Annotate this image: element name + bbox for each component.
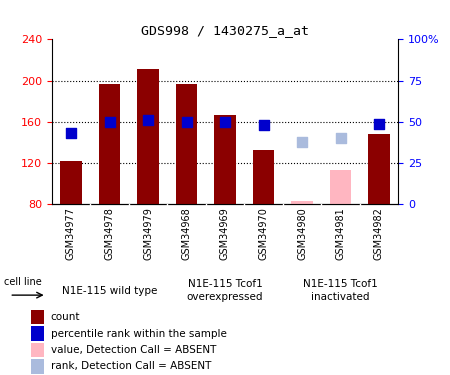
Bar bbox=[137, 69, 158, 204]
Bar bbox=[176, 84, 197, 204]
Title: GDS998 / 1430275_a_at: GDS998 / 1430275_a_at bbox=[141, 24, 309, 37]
Bar bbox=[31, 359, 44, 374]
Bar bbox=[330, 170, 351, 204]
Text: GSM34977: GSM34977 bbox=[66, 207, 76, 260]
Text: GSM34978: GSM34978 bbox=[104, 207, 114, 260]
Bar bbox=[253, 150, 274, 204]
Text: GSM34980: GSM34980 bbox=[297, 207, 307, 260]
Text: rank, Detection Call = ABSENT: rank, Detection Call = ABSENT bbox=[50, 362, 211, 372]
Bar bbox=[369, 134, 390, 204]
Point bbox=[337, 135, 344, 141]
Point bbox=[68, 130, 75, 136]
Point bbox=[375, 120, 382, 126]
Text: GSM34970: GSM34970 bbox=[258, 207, 269, 260]
Text: GSM34979: GSM34979 bbox=[143, 207, 153, 260]
Text: GSM34968: GSM34968 bbox=[181, 207, 192, 260]
Text: N1E-115 Tcof1
overexpressed: N1E-115 Tcof1 overexpressed bbox=[187, 279, 263, 302]
Text: cell line: cell line bbox=[4, 278, 42, 287]
Bar bbox=[214, 115, 236, 204]
Bar bbox=[31, 326, 44, 341]
Point bbox=[144, 117, 152, 123]
Text: GSM34969: GSM34969 bbox=[220, 207, 230, 260]
Text: GSM34981: GSM34981 bbox=[336, 207, 346, 260]
Text: N1E-115 wild type: N1E-115 wild type bbox=[62, 286, 157, 296]
Text: count: count bbox=[50, 312, 80, 322]
Point bbox=[106, 119, 113, 125]
Bar bbox=[60, 161, 81, 204]
Bar bbox=[31, 310, 44, 324]
Text: value, Detection Call = ABSENT: value, Detection Call = ABSENT bbox=[50, 345, 216, 355]
Text: percentile rank within the sample: percentile rank within the sample bbox=[50, 328, 226, 339]
Point bbox=[221, 119, 229, 125]
Bar bbox=[31, 343, 44, 357]
Bar bbox=[292, 201, 313, 204]
Text: GSM34982: GSM34982 bbox=[374, 207, 384, 260]
Point bbox=[260, 122, 267, 128]
Bar bbox=[99, 84, 120, 204]
Point bbox=[183, 119, 190, 125]
Text: N1E-115 Tcof1
inactivated: N1E-115 Tcof1 inactivated bbox=[303, 279, 378, 302]
Point bbox=[298, 139, 306, 145]
